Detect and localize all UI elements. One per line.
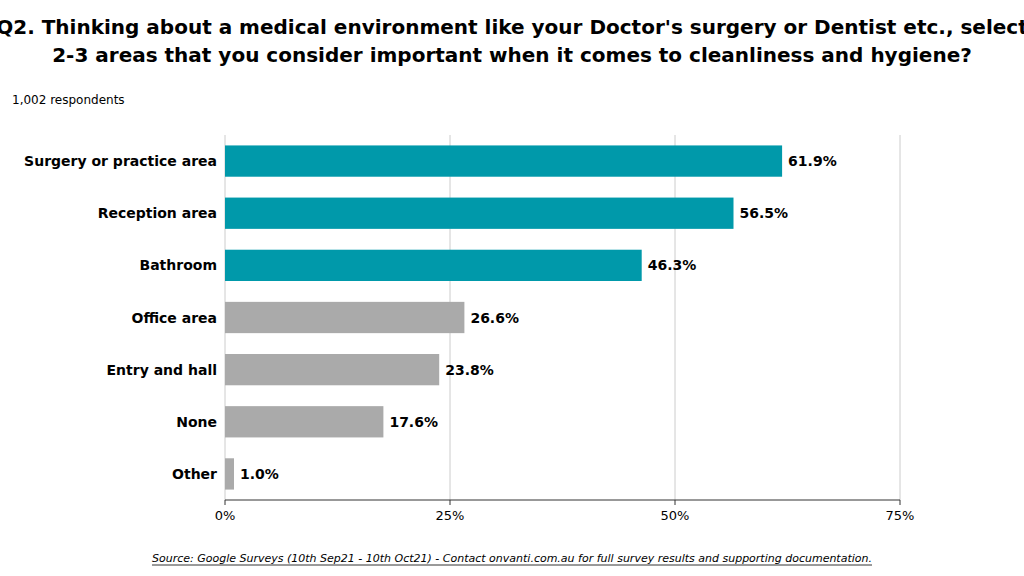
bar — [225, 354, 439, 385]
bar — [225, 458, 234, 489]
title: Q2. Thinking about a medical environment… — [0, 15, 1024, 67]
category-label: Bathroom — [139, 257, 217, 273]
chart-svg: Q2. Thinking about a medical environment… — [0, 0, 1024, 576]
bar — [225, 145, 782, 176]
data-label: 17.6% — [389, 414, 438, 430]
data-label: 1.0% — [240, 466, 279, 482]
data-labels: 61.9% 56.5% 46.3% 26.6% 23.8% 17.6% 1.0% — [240, 153, 837, 482]
data-label: 23.8% — [445, 362, 494, 378]
bar — [225, 250, 642, 281]
chart-container: Q2. Thinking about a medical environment… — [0, 0, 1024, 576]
grid-line — [900, 135, 901, 500]
data-label: 61.9% — [788, 153, 837, 169]
y-axis: Surgery or practice area Reception area Ba… — [24, 153, 217, 482]
subtitle: 1,002 respondents — [12, 93, 125, 107]
tick-label: 50% — [661, 508, 690, 523]
tick-mark — [900, 500, 901, 505]
category-label: Office area — [132, 310, 217, 326]
annotation: Source: Google Surveys (10th Sep21 - 10t… — [152, 552, 872, 565]
category-label: None — [176, 414, 217, 430]
data-label: 46.3% — [648, 257, 697, 273]
bars — [225, 145, 782, 489]
bar — [225, 302, 464, 333]
tick-label: 25% — [436, 508, 465, 523]
axis-line — [225, 500, 900, 501]
data-label: 26.6% — [470, 310, 519, 326]
category-label: Other — [172, 466, 217, 482]
tick-label: 75% — [886, 508, 915, 523]
category-label: Reception area — [98, 205, 217, 221]
tick-mark — [450, 500, 451, 505]
x-axis: 0% 25% 50% 75% — [215, 500, 915, 523]
tick-mark — [675, 500, 676, 505]
annotation-underline — [152, 565, 872, 566]
tick-label: 0% — [215, 508, 236, 523]
bar — [225, 406, 383, 437]
tick-mark — [225, 500, 226, 505]
category-label: Surgery or practice area — [24, 153, 217, 169]
category-label: Entry and hall — [107, 362, 217, 378]
grid-line — [675, 135, 676, 500]
grid — [225, 135, 900, 500]
bar — [225, 198, 734, 229]
data-label: 56.5% — [740, 205, 789, 221]
